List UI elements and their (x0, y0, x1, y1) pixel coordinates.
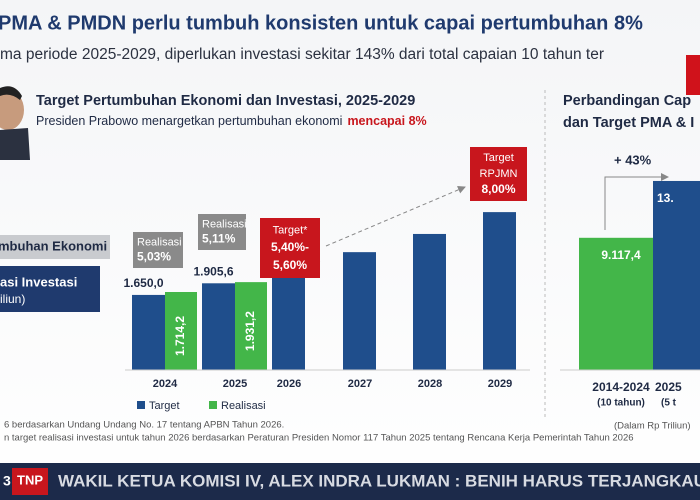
annotation-box (470, 147, 527, 201)
side-label: iliun) (0, 292, 25, 306)
x-tick-label: 2024 (153, 378, 178, 390)
chart-subtitle-highlight: mencapai 8% (347, 114, 426, 128)
legend-label: Realisasi (221, 400, 266, 412)
bar (653, 180, 700, 370)
annotation-text: 5,03% (137, 250, 171, 264)
x-tick-label: 2014-2024 (592, 380, 650, 394)
legend-swatch (209, 401, 217, 409)
bar (165, 292, 197, 370)
side-label: asi Investasi (0, 274, 77, 289)
value-label: 1.931,2 (243, 311, 257, 351)
annotation-text: 5,40%- (271, 240, 309, 254)
annotation-text: Realisasi (202, 218, 247, 230)
ticker-page: 3 (3, 473, 11, 489)
chart-title: Perbandingan Cap (563, 93, 691, 109)
x-tick-label: 2025 (655, 380, 682, 394)
slide-title: PMA & PMDN perlu tumbuh konsisten untuk … (0, 12, 643, 34)
ticker-logo-box (12, 468, 48, 495)
unit-note: (Dalam Rp Triliun) (614, 421, 691, 432)
annotation-text: RPJMN (480, 168, 518, 180)
value-label: 9.117,4 (601, 248, 641, 262)
value-label: 1.714,2 (173, 316, 187, 356)
annotation-text: 5,11% (202, 232, 236, 246)
value-label: 13. (657, 191, 674, 205)
annotation-box (198, 214, 246, 250)
chart-title: Target Pertumbuhan Ekonomi dan Investasi… (36, 93, 415, 109)
chart-title: dan Target PMA & I (563, 115, 694, 131)
legend-swatch (137, 401, 145, 409)
annotation-text: Target* (273, 224, 309, 236)
x-tick-label: 2026 (277, 378, 301, 390)
x-tick-label: 2025 (223, 378, 247, 390)
annotation-text: 5,60% (273, 258, 307, 272)
ticker-logo: TNP (17, 472, 43, 487)
side-box (0, 235, 110, 259)
growth-arrow (604, 173, 669, 230)
growth-label: + 43% (614, 152, 652, 167)
annotation-box (133, 232, 183, 268)
bar (235, 282, 267, 370)
footnote: n target realisasi investasi untuk tahun… (4, 433, 634, 444)
bar (413, 233, 446, 370)
x-tick-note: (10 tahun) (597, 398, 645, 409)
x-tick-label: 2029 (488, 378, 512, 390)
bar (579, 237, 663, 370)
side-label: mbuhan Ekonomi (0, 238, 107, 253)
bar (202, 283, 235, 370)
chart-subtitle: Presiden Prabowo menargetkan pertumbuhan… (36, 114, 427, 128)
x-tick-note: (5 t (661, 398, 677, 409)
footnote: 6 berdasarkan Undang Undang No. 17 tenta… (4, 420, 284, 431)
bar (483, 212, 516, 370)
slide-subtitle: ma periode 2025-2029, diperlukan investa… (0, 46, 604, 63)
annotation-text: Target (483, 152, 514, 164)
chart-subtitle-text: Presiden Prabowo menargetkan pertumbuhan… (36, 114, 342, 128)
annotation-text: Realisasi (137, 236, 182, 248)
x-tick-label: 2027 (348, 378, 372, 390)
value-label: 1.650,0 (123, 276, 163, 290)
annotation-text: 8,00% (481, 182, 515, 196)
annotation-box (260, 218, 320, 278)
bar (132, 294, 165, 370)
x-tick-label: 2028 (418, 378, 442, 390)
bar (343, 252, 376, 370)
side-box (0, 266, 100, 312)
red-badge (686, 55, 700, 95)
legend-label: Target (149, 400, 180, 412)
value-label: 1.905,6 (193, 264, 233, 278)
ticker-bar (0, 463, 700, 500)
ticker-text: WAKIL KETUA KOMISI IV, ALEX INDRA LUKMAN… (58, 471, 700, 490)
speaker-photo (0, 86, 30, 160)
bar (272, 277, 305, 370)
